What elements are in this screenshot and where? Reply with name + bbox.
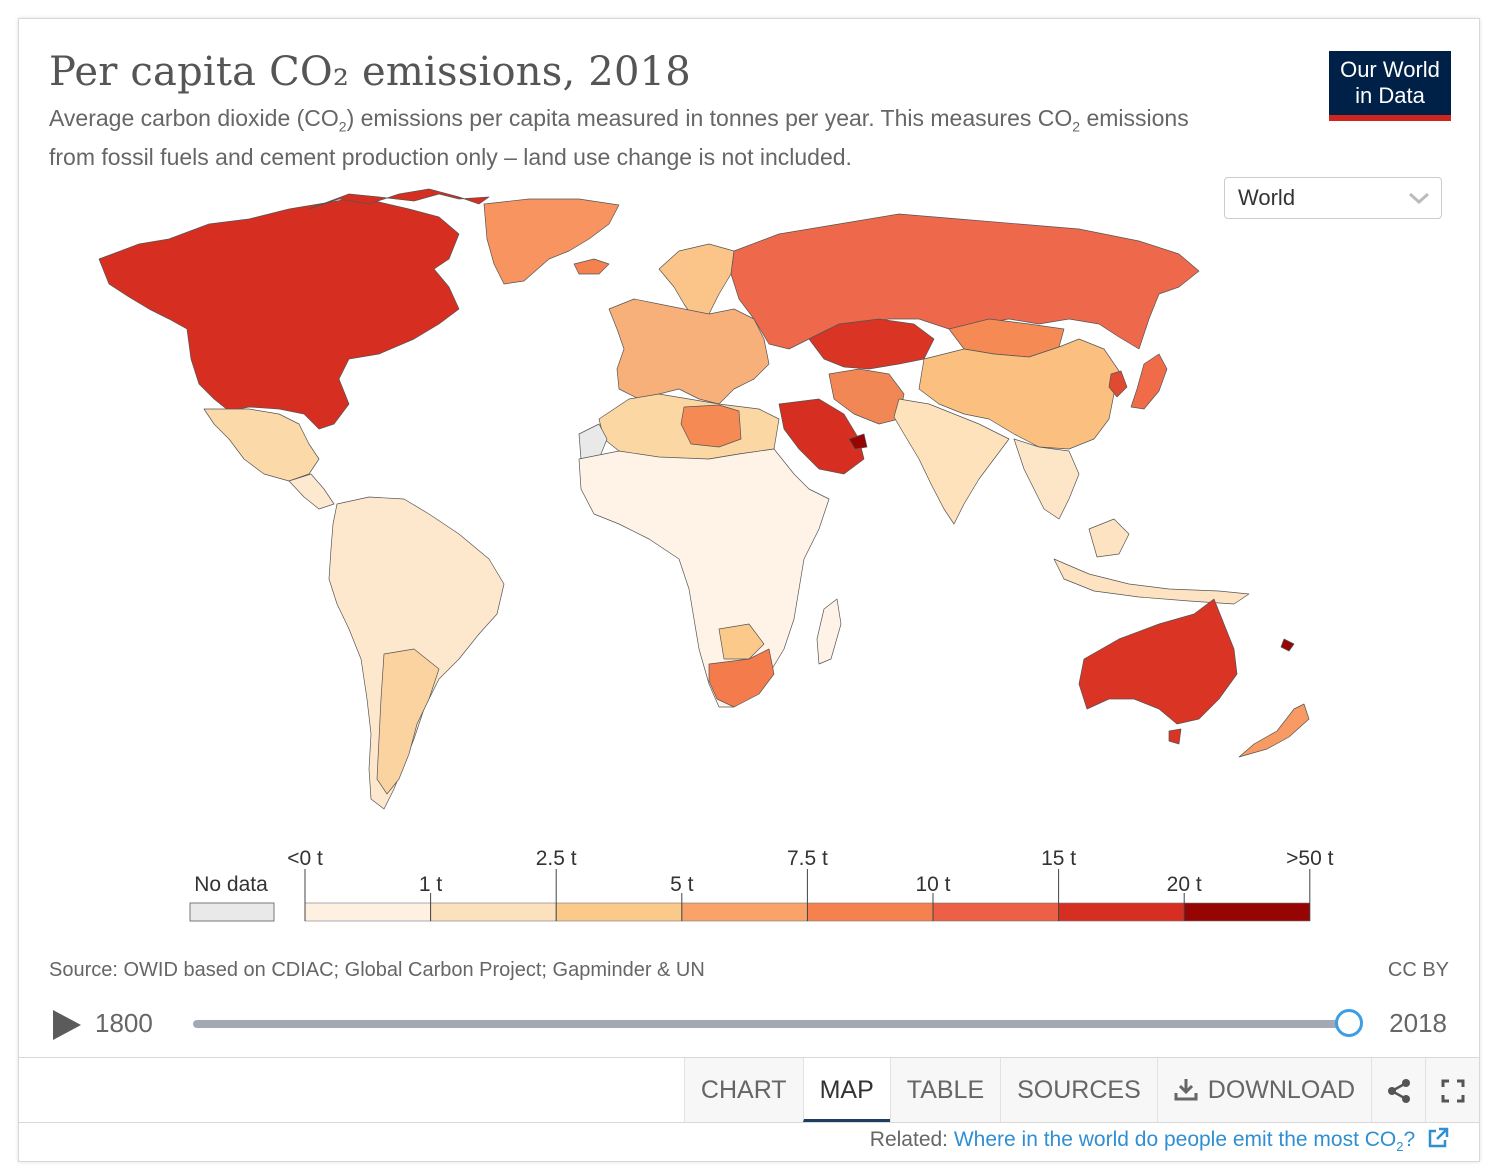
tab-map[interactable]: MAP [802,1058,890,1122]
license-link[interactable]: CC BY [1387,959,1449,981]
region-india[interactable] [893,398,1010,525]
region-indonesia[interactable] [1053,558,1250,605]
region-iceland[interactable] [573,258,610,275]
region-select[interactable]: World [1224,177,1442,219]
timeline: 1800 2018 [19,1004,1479,1048]
source-note: Source: OWID based on CDIAC; Global Carb… [49,959,705,981]
legend-bin[interactable] [681,902,808,922]
region-select-value: World [1238,185,1296,210]
legend-bin[interactable] [555,902,683,922]
region-southeast-asia[interactable] [1013,438,1080,520]
legend-bin[interactable] [430,902,557,922]
region-mexico[interactable] [203,408,320,482]
legend-bottom-label: 1 t [419,873,443,896]
region-new-zealand[interactable] [1238,703,1310,758]
region-australia[interactable] [1078,598,1238,725]
region-uae[interactable] [848,433,868,450]
legend-bin[interactable] [807,902,934,922]
region-north-america[interactable] [98,198,460,430]
fullscreen-icon [1441,1079,1464,1103]
legend-bin[interactable] [1058,902,1185,922]
legend-top-label: <0 t [287,847,323,870]
chevron-down-icon [1409,192,1429,205]
region-japan[interactable] [1130,353,1168,410]
region-europe[interactable] [608,298,770,405]
tab-sources[interactable]: SOURCES [1000,1058,1157,1122]
region-africa[interactable] [578,448,830,708]
region-new-caledonia[interactable] [1280,638,1295,652]
legend-top-label: >50 t [1286,847,1333,870]
timeline-handle[interactable] [1335,1009,1363,1037]
region-scandinavia[interactable] [658,243,735,320]
chart-card: Per capita CO₂ emissions, 2018 Average c… [18,18,1480,1162]
region-libya[interactable] [680,404,742,448]
region-korea[interactable] [1108,370,1128,398]
share-icon [1387,1079,1410,1103]
region-madagascar[interactable] [816,598,842,665]
share-button[interactable] [1371,1058,1425,1122]
legend-bottom-label: 5 t [670,873,694,896]
world-map[interactable] [19,19,1479,839]
region-western-sahara[interactable] [578,423,608,460]
region-tasmania[interactable] [1168,728,1182,745]
legend-top-label: 15 t [1041,847,1076,870]
region-canada-arctic[interactable] [308,188,490,210]
legend-bottom-label: 10 t [915,873,950,896]
tab-download[interactable]: DOWNLOAD [1156,1058,1371,1122]
legend-bin[interactable] [304,902,431,922]
related-label: Related: [869,1128,949,1151]
region-argentina[interactable] [376,648,440,795]
region-botswana[interactable] [718,623,765,660]
region-central-america[interactable] [288,473,335,510]
region-saudi-arabia[interactable] [778,398,865,475]
download-icon [1174,1079,1198,1101]
tab-download-label: DOWNLOAD [1207,1076,1355,1104]
legend-bottom-label: 20 t [1167,873,1202,896]
tab-bar: CHART MAP TABLE SOURCES DOWNLOAD [683,1058,1479,1122]
related-article-link[interactable]: Where in the world do people emit the mo… [953,1128,1416,1155]
region-china[interactable] [918,338,1120,450]
play-icon[interactable] [51,1008,83,1042]
timeline-start-year: 1800 [95,1008,153,1038]
timeline-track[interactable] [193,1020,1351,1028]
footer-controls: CHART MAP TABLE SOURCES DOWNLOAD [19,1057,1479,1123]
region-south-africa[interactable] [708,648,775,708]
region-russia[interactable] [730,213,1200,350]
subtitle: Average carbon dioxide (CO2) emissions p… [49,105,1189,170]
fullscreen-button[interactable] [1425,1058,1479,1122]
external-link-icon[interactable] [1427,1127,1449,1149]
legend-bin[interactable] [1183,902,1311,922]
region-greenland[interactable] [483,198,620,285]
legend-no-data-label: No data [194,873,268,896]
timeline-end-year: 2018 [1389,1008,1447,1038]
color-legend: No data <0 t 2.5 t 7.5 t 15 t >50 t 1 t 5 t 10 … [189,847,1334,922]
page-title: Per capita CO₂ emissions, 2018 [49,49,691,95]
tab-table[interactable]: TABLE [889,1058,1001,1122]
legend-bin[interactable] [932,902,1059,922]
related-link-row: Related: Where in the world do people em… [870,1127,1449,1154]
region-borneo[interactable] [1088,518,1130,558]
legend-no-data-swatch [189,902,275,922]
legend-top-label: 7.5 t [787,847,828,870]
tab-chart[interactable]: CHART [683,1058,803,1122]
owid-logo[interactable]: Our World in Data [1329,51,1451,121]
legend-top-label: 2.5 t [536,847,577,870]
